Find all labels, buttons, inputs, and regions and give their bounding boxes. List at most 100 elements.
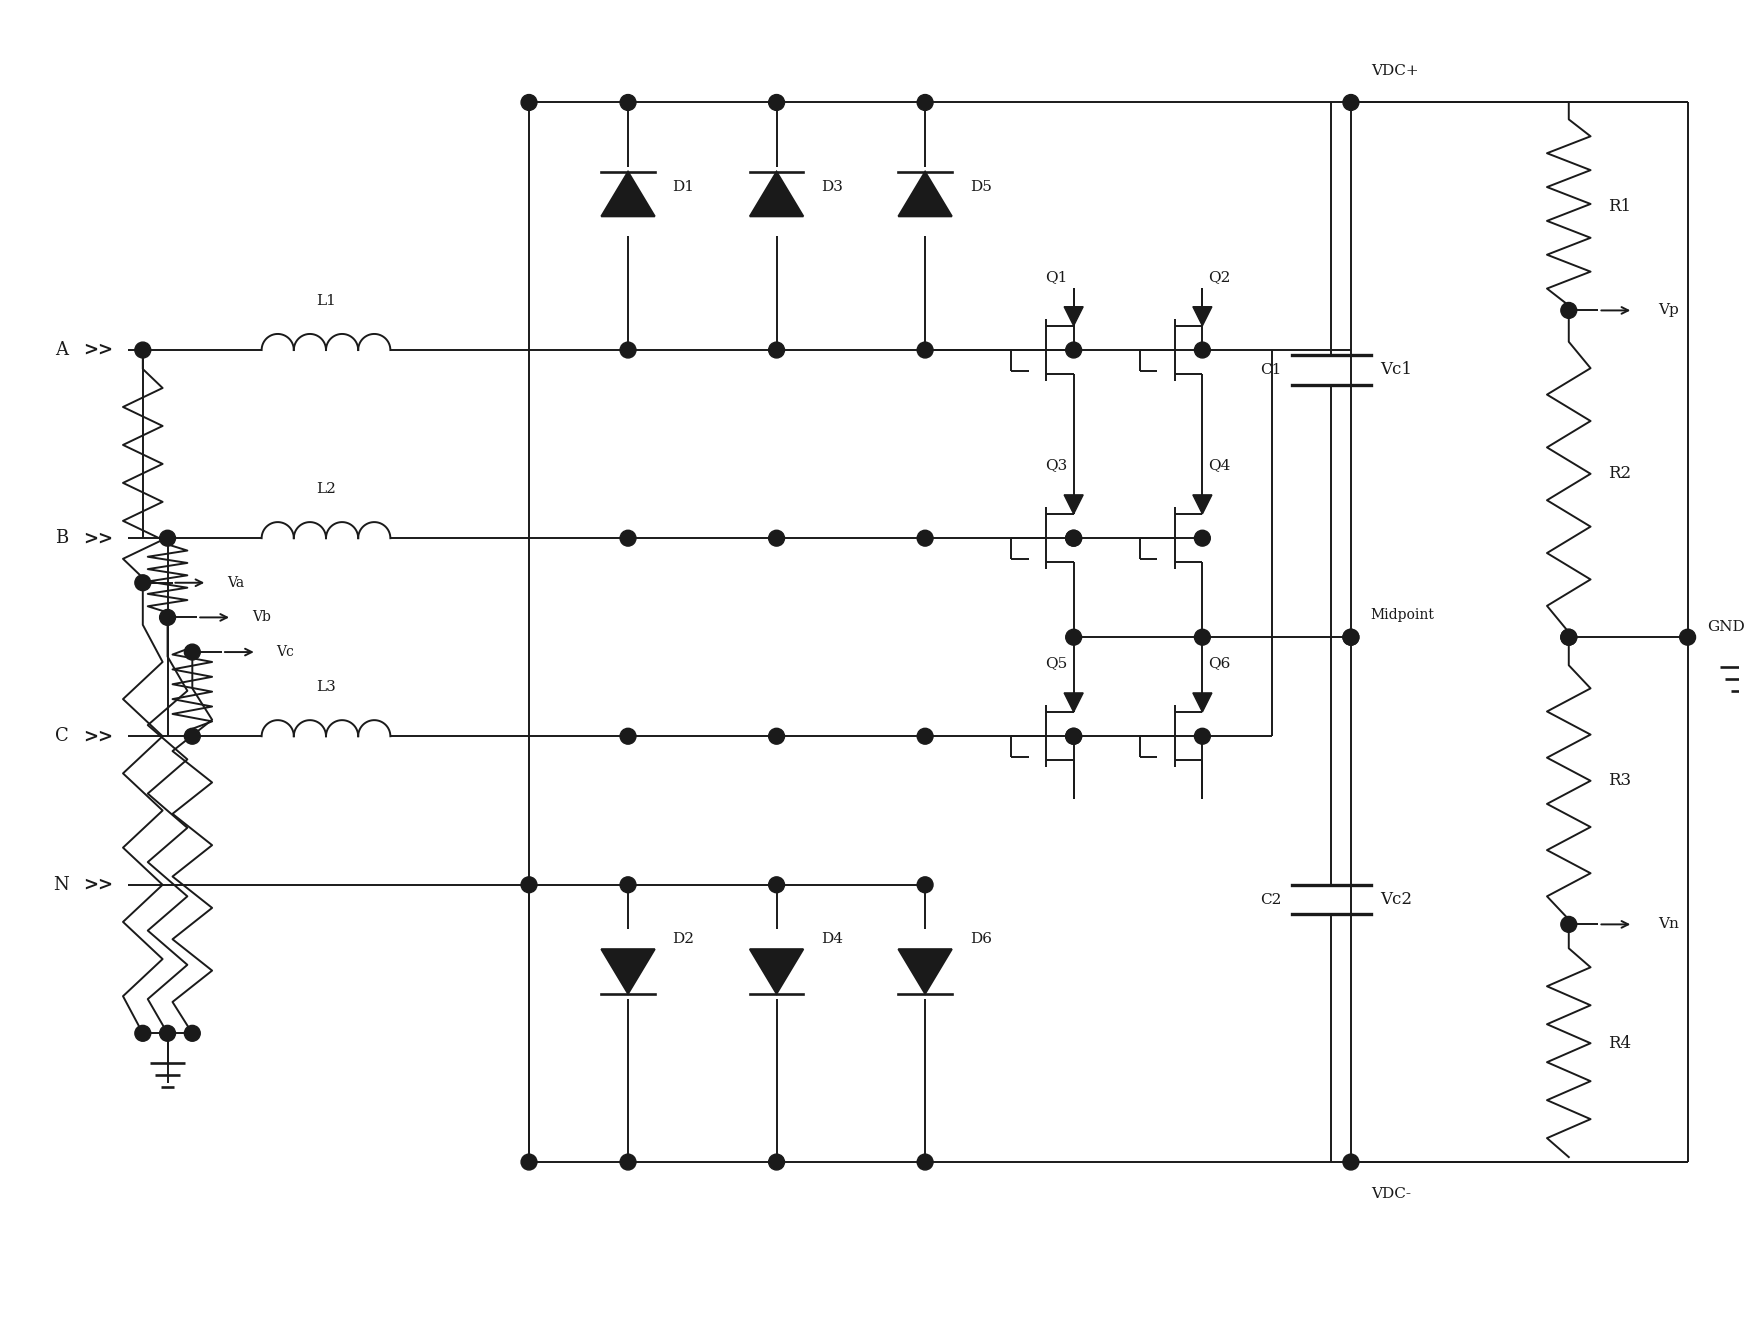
Circle shape xyxy=(1195,630,1211,645)
Text: A: A xyxy=(56,341,68,360)
Text: VDC-: VDC- xyxy=(1370,1187,1410,1201)
Circle shape xyxy=(135,574,151,590)
Text: >>: >> xyxy=(84,529,114,547)
Circle shape xyxy=(1561,917,1577,932)
Text: D4: D4 xyxy=(822,932,843,946)
Text: L3: L3 xyxy=(315,680,336,694)
Circle shape xyxy=(918,1154,934,1169)
Text: Vc: Vc xyxy=(277,645,294,658)
Text: Vc1: Vc1 xyxy=(1381,361,1412,378)
Circle shape xyxy=(918,95,934,111)
Circle shape xyxy=(159,610,175,626)
Text: D1: D1 xyxy=(673,179,694,194)
Text: Midpoint: Midpoint xyxy=(1370,608,1435,623)
Text: D3: D3 xyxy=(822,179,843,194)
Circle shape xyxy=(1561,630,1577,645)
Polygon shape xyxy=(601,950,655,994)
Text: VDC+: VDC+ xyxy=(1370,63,1419,78)
Circle shape xyxy=(1065,342,1081,358)
Text: Q3: Q3 xyxy=(1046,458,1067,473)
Circle shape xyxy=(520,1154,536,1169)
Text: >>: >> xyxy=(84,341,114,360)
Circle shape xyxy=(1680,630,1696,645)
Polygon shape xyxy=(899,171,951,216)
Polygon shape xyxy=(1193,693,1212,712)
Circle shape xyxy=(1065,728,1081,744)
Circle shape xyxy=(135,1026,151,1042)
Circle shape xyxy=(184,644,200,660)
Text: C2: C2 xyxy=(1260,893,1282,906)
Polygon shape xyxy=(899,950,951,994)
Circle shape xyxy=(918,531,934,547)
Text: R3: R3 xyxy=(1608,772,1631,789)
Circle shape xyxy=(1344,1154,1360,1169)
Circle shape xyxy=(1065,728,1081,744)
Circle shape xyxy=(620,531,636,547)
Circle shape xyxy=(769,1154,785,1169)
Text: N: N xyxy=(53,876,68,894)
Polygon shape xyxy=(601,171,655,216)
Polygon shape xyxy=(1063,495,1083,514)
Circle shape xyxy=(918,342,934,358)
Text: Q6: Q6 xyxy=(1209,656,1232,670)
Text: R2: R2 xyxy=(1608,465,1631,482)
Circle shape xyxy=(1065,630,1081,645)
Text: Vn: Vn xyxy=(1657,918,1678,931)
Circle shape xyxy=(520,877,536,893)
Circle shape xyxy=(184,1026,200,1042)
Circle shape xyxy=(620,1154,636,1169)
Circle shape xyxy=(1065,531,1081,547)
Text: R4: R4 xyxy=(1608,1035,1631,1052)
Text: R1: R1 xyxy=(1608,198,1631,215)
Circle shape xyxy=(1344,95,1360,111)
Text: Q2: Q2 xyxy=(1209,270,1232,284)
Circle shape xyxy=(918,728,934,744)
Text: >>: >> xyxy=(84,727,114,745)
Circle shape xyxy=(620,342,636,358)
Text: Va: Va xyxy=(228,576,244,590)
Circle shape xyxy=(918,877,934,893)
Polygon shape xyxy=(750,171,804,216)
Circle shape xyxy=(1344,630,1360,645)
Text: Q4: Q4 xyxy=(1209,458,1232,473)
Text: Vp: Vp xyxy=(1657,303,1678,317)
Text: Vb: Vb xyxy=(252,610,270,624)
Circle shape xyxy=(620,95,636,111)
Text: D2: D2 xyxy=(673,932,694,946)
Circle shape xyxy=(769,531,785,547)
Polygon shape xyxy=(1193,307,1212,325)
Circle shape xyxy=(1065,531,1081,547)
Text: Q1: Q1 xyxy=(1046,270,1067,284)
Circle shape xyxy=(769,877,785,893)
Circle shape xyxy=(159,531,175,547)
Circle shape xyxy=(769,728,785,744)
Circle shape xyxy=(159,1026,175,1042)
Text: C1: C1 xyxy=(1260,363,1282,377)
Circle shape xyxy=(769,342,785,358)
Text: Q5: Q5 xyxy=(1046,656,1067,670)
Circle shape xyxy=(520,95,536,111)
Circle shape xyxy=(1561,303,1577,319)
Text: Vc2: Vc2 xyxy=(1381,892,1412,909)
Circle shape xyxy=(620,877,636,893)
Text: B: B xyxy=(56,529,68,547)
Circle shape xyxy=(1195,728,1211,744)
Circle shape xyxy=(1195,342,1211,358)
Circle shape xyxy=(769,95,785,111)
Text: D5: D5 xyxy=(969,179,992,194)
Text: D6: D6 xyxy=(969,932,992,946)
Text: L1: L1 xyxy=(315,294,336,308)
Circle shape xyxy=(620,728,636,744)
Polygon shape xyxy=(1193,495,1212,514)
Circle shape xyxy=(1561,630,1577,645)
Circle shape xyxy=(184,728,200,744)
Circle shape xyxy=(1195,531,1211,547)
Text: >>: >> xyxy=(84,876,114,894)
Circle shape xyxy=(135,342,151,358)
Text: C: C xyxy=(54,727,68,745)
Polygon shape xyxy=(750,950,804,994)
Text: GND: GND xyxy=(1708,620,1745,635)
Circle shape xyxy=(1344,630,1360,645)
Polygon shape xyxy=(1063,693,1083,712)
Text: L2: L2 xyxy=(315,482,336,495)
